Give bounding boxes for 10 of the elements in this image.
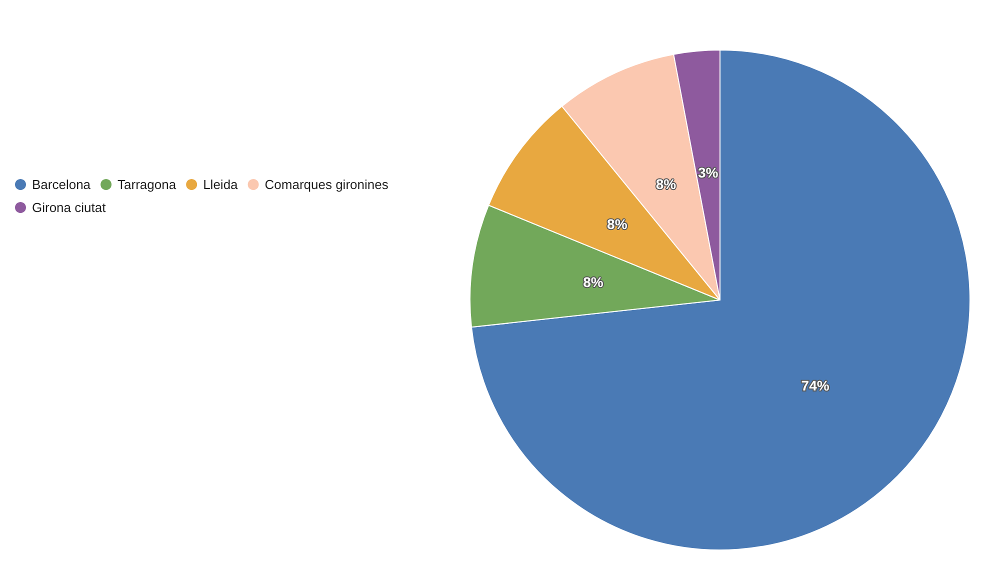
legend-label: Barcelona — [32, 177, 92, 192]
legend-label: Lleida — [203, 177, 239, 192]
legend-label: Comarques gironines — [264, 177, 389, 192]
legend-label: Tarragona — [118, 177, 177, 192]
data-label: 8% — [583, 274, 604, 290]
data-label: 3% — [698, 164, 719, 181]
data-label: 8% — [607, 216, 628, 232]
data-label: 8% — [656, 176, 677, 192]
data-label: 74% — [801, 377, 830, 394]
legend-label: Girona ciutat — [32, 200, 106, 215]
